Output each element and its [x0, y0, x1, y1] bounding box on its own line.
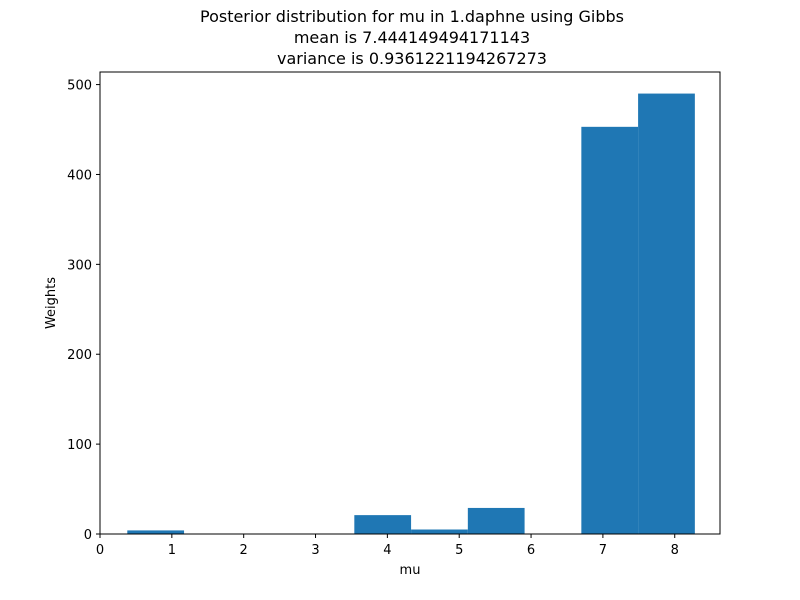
histogram-bar-4 [354, 515, 412, 534]
plot-frame [99, 71, 721, 535]
y-tick-label-5: 500 [67, 79, 92, 94]
title-line-1: Posterior distribution for mu in 1.daphn… [199, 7, 625, 26]
x-axis-label: mu [400, 563, 421, 578]
chart-title: Posterior distribution for mu in 1.daphn… [0, 6, 800, 69]
x-axis-ticks: 0 1 2 3 4 5 6 7 8 [96, 534, 679, 558]
x-tick-label-1: 1 [168, 543, 176, 558]
histogram-bar-9 [638, 93, 695, 534]
y-axis-ticks: 0 100 200 300 400 500 [67, 79, 100, 543]
x-tick-label-4: 4 [383, 543, 391, 558]
histogram-bar-8 [581, 126, 639, 534]
y-tick-label-4: 400 [67, 168, 92, 183]
y-axis-label: Weights [44, 277, 59, 329]
title-line-2: mean is 7.444149494171143 [293, 28, 531, 47]
bars-group [127, 93, 695, 534]
x-tick-label-6: 6 [527, 543, 535, 558]
histogram-bar-0 [127, 530, 185, 534]
y-tick-label-0: 0 [84, 528, 92, 543]
histogram-bar-5 [411, 529, 468, 534]
y-tick-label-2: 200 [67, 348, 92, 363]
x-tick-label-5: 5 [455, 543, 463, 558]
histogram-bar-6 [467, 507, 525, 534]
x-tick-label-8: 8 [671, 543, 679, 558]
x-tick-label-7: 7 [599, 543, 607, 558]
y-tick-label-1: 100 [67, 438, 92, 453]
x-tick-label-0: 0 [96, 543, 104, 558]
y-tick-label-3: 300 [67, 258, 92, 273]
x-tick-label-3: 3 [311, 543, 319, 558]
title-line-3: variance is 0.9361221194267273 [277, 49, 547, 68]
x-tick-label-2: 2 [240, 543, 248, 558]
